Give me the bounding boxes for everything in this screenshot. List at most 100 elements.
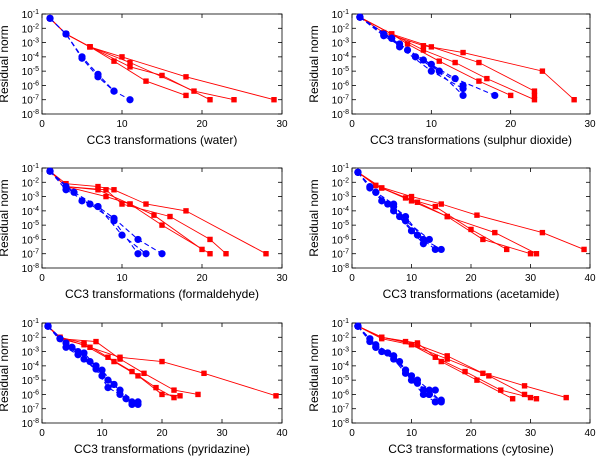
data-point-square — [207, 251, 213, 257]
data-point-square — [127, 201, 133, 207]
series-blue — [354, 322, 433, 399]
data-point-circle — [134, 250, 142, 258]
data-point-circle — [128, 398, 136, 406]
data-point-circle — [104, 384, 112, 392]
y-tick-label: 10-8 — [332, 109, 349, 121]
x-tick-label: 20 — [156, 428, 168, 439]
data-point-circle — [407, 372, 416, 380]
y-tick-label: 10-8 — [22, 109, 39, 121]
y-tick-label: 10-1 — [332, 318, 349, 330]
data-point-square — [95, 183, 101, 190]
series-line — [359, 16, 575, 101]
data-point-circle — [380, 32, 388, 40]
data-point-square — [171, 387, 177, 393]
data-point-circle — [451, 75, 459, 83]
data-point-circle — [407, 227, 416, 235]
y-tick-label: 10-2 — [332, 177, 349, 189]
series-red — [355, 169, 534, 257]
data-point-square — [498, 387, 504, 393]
series-red — [47, 168, 229, 257]
data-point-square — [207, 97, 213, 103]
y-tick-label: 10-4 — [332, 361, 349, 373]
data-point-square — [143, 78, 149, 84]
data-point-circle — [44, 322, 52, 330]
data-point-circle — [396, 212, 404, 221]
series-blue — [356, 13, 467, 93]
data-point-circle — [134, 235, 142, 244]
data-point-square — [480, 236, 486, 243]
data-point-square — [509, 396, 516, 402]
data-point-circle — [86, 357, 94, 366]
y-axis-label: Residual norm — [0, 179, 11, 256]
plot-frame — [41, 167, 283, 269]
data-point-circle — [86, 200, 94, 208]
x-tick-label: 20 — [465, 273, 477, 284]
y-tick-label: 10-6 — [332, 389, 349, 401]
data-point-circle — [419, 240, 427, 248]
series-red — [357, 14, 514, 99]
series-line — [49, 170, 203, 250]
data-point-circle — [94, 202, 102, 211]
x-axis-label: CC3 transformations (acetamide) — [383, 287, 560, 301]
data-point-square — [476, 78, 482, 84]
y-tick-label: 10-1 — [22, 318, 39, 330]
data-point-circle — [459, 84, 467, 93]
data-point-square — [533, 251, 540, 257]
data-point-circle — [413, 231, 422, 239]
data-point-circle — [419, 386, 427, 394]
y-tick-label: 10-4 — [332, 52, 349, 64]
data-point-square — [151, 212, 157, 218]
data-point-square — [223, 251, 229, 257]
chart-panel: 0 10 20 30 40 10-8 10-7 10-6 10-5 10-4 10-3 10-2 10-… — [307, 318, 596, 456]
data-point-circle — [378, 197, 386, 205]
x-tick-label: 0 — [349, 119, 355, 130]
data-point-square — [159, 358, 165, 365]
x-tick-label: 30 — [584, 119, 596, 130]
y-axis-label: Residual norm — [307, 334, 321, 411]
y-tick-label: 10-7 — [22, 95, 39, 107]
y-tick-label: 10-4 — [332, 206, 349, 218]
data-point-circle — [122, 395, 130, 403]
data-point-circle — [427, 67, 435, 75]
plot-frame — [41, 13, 283, 115]
data-point-square — [531, 97, 538, 103]
data-point-circle — [62, 30, 70, 38]
data-point-square — [141, 370, 147, 377]
data-point-square — [153, 384, 159, 391]
y-tick-label: 10-2 — [22, 23, 39, 35]
y-tick-label: 10-4 — [22, 206, 39, 218]
y-tick-label: 10-2 — [22, 177, 39, 189]
series-red — [355, 169, 587, 253]
data-point-square — [468, 226, 474, 233]
data-point-square — [127, 59, 133, 66]
plot-frame — [351, 13, 591, 115]
data-point-circle — [110, 87, 118, 95]
y-tick-label: 10-8 — [22, 418, 39, 430]
data-point-circle — [356, 13, 364, 21]
data-point-circle — [80, 355, 88, 363]
series-red — [357, 14, 538, 99]
x-axis-label: CC3 transformations (cytosine) — [388, 442, 553, 456]
data-point-circle — [134, 398, 142, 406]
x-tick-label: 10 — [116, 119, 128, 130]
series-line — [49, 170, 267, 255]
data-point-square — [460, 49, 466, 56]
data-point-circle — [70, 188, 78, 196]
series-red — [47, 168, 269, 257]
series-line — [359, 16, 496, 96]
series-red — [355, 169, 540, 257]
data-point-square — [81, 340, 87, 346]
data-point-square — [444, 353, 450, 359]
data-point-square — [263, 251, 269, 257]
data-point-circle — [437, 396, 445, 404]
series-line — [357, 325, 513, 400]
data-point-square — [373, 182, 379, 189]
y-axis-label: Residual norm — [307, 179, 321, 256]
series-line — [49, 17, 187, 96]
x-tick-label: 40 — [584, 428, 596, 439]
data-point-square — [462, 368, 468, 375]
data-point-circle — [384, 349, 392, 357]
data-point-square — [527, 251, 534, 257]
series-red — [45, 323, 201, 398]
